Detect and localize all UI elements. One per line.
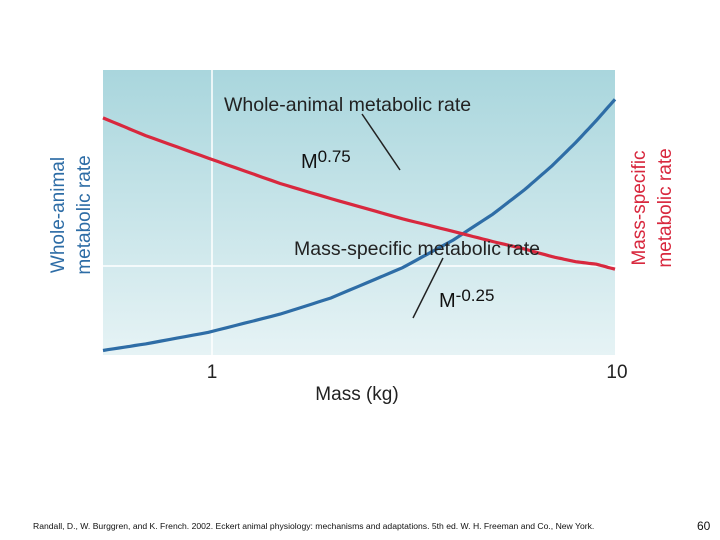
page-number: 60 [697,519,711,533]
curve-label-whole-animal: Whole-animal metabolic rate [224,94,471,116]
y-axis-label-left-line2: metabolic rate [74,155,95,274]
y-axis-label-left-line1: Whole-animal [48,157,69,273]
series-line-mass-specific [102,116,616,271]
exponent-label-mass-specific: M-0.25 [439,286,494,312]
y-axis-label-left: Whole-animal metabolic rate [48,155,95,274]
leader-line-mass-specific [412,257,444,319]
x-axis-label: Mass (kg) [315,384,398,405]
footer-citation: Randall, D., W. Burggren, and K. French.… [33,521,595,531]
curve-label-mass-specific: Mass-specific metabolic rate [294,238,540,260]
y-axis-label-right: Mass-specific metabolic rate [629,148,676,267]
leader-line-whole-animal [361,113,401,171]
x-tick-label-1: 1 [207,362,218,383]
exponent-label-whole-animal: M0.75 [301,147,351,173]
y-axis-label-right-line2: metabolic rate [655,148,676,267]
series-line-whole-animal [102,98,617,353]
y-axis-label-right-line1: Mass-specific [629,150,650,265]
plot-area [103,70,615,355]
x-tick-label-10: 10 [606,362,627,383]
